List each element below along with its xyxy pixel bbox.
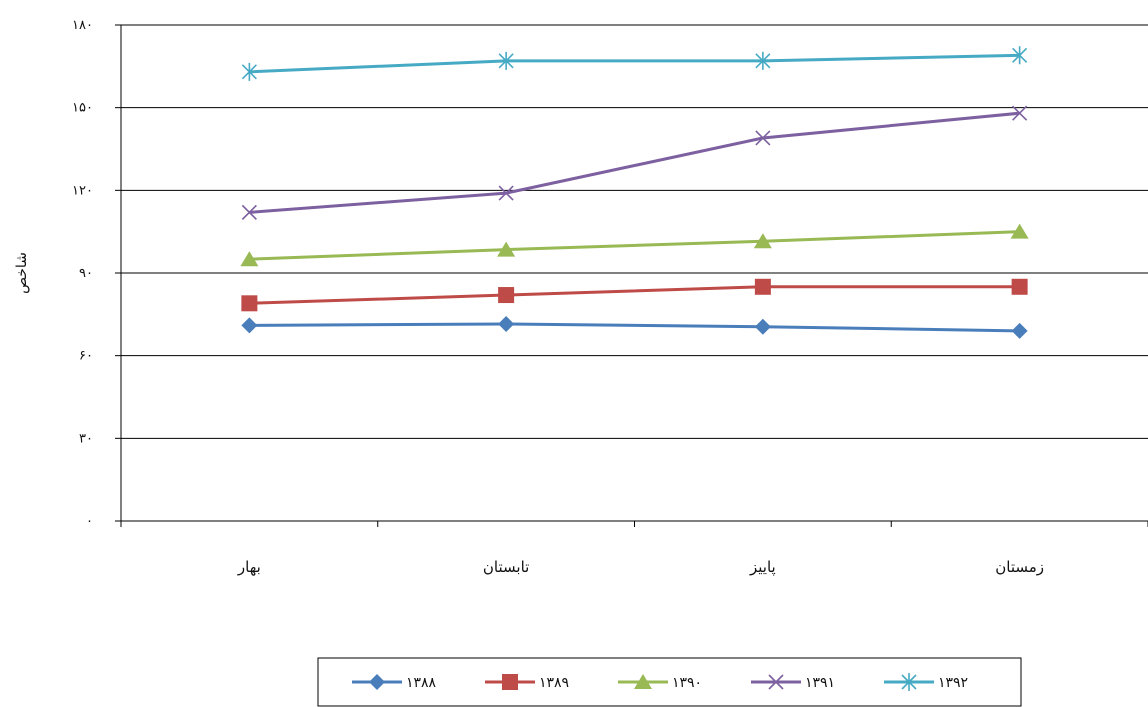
marker-shape bbox=[498, 315, 515, 332]
legend-item-2: ۱۳۹۰ bbox=[618, 674, 702, 691]
y-tick-label: ۱۵۰ bbox=[72, 101, 93, 116]
data-point bbox=[1012, 105, 1028, 121]
y-tick-label: ۹۰ bbox=[79, 266, 93, 281]
legend-marker bbox=[502, 674, 518, 690]
marker-shape bbox=[1010, 223, 1029, 239]
data-point bbox=[241, 62, 257, 81]
marker-shape bbox=[754, 318, 771, 335]
marker-shape bbox=[498, 51, 514, 70]
marker-shape bbox=[241, 295, 258, 312]
series-line bbox=[249, 285, 1020, 305]
series-0 bbox=[241, 315, 1028, 339]
marker-shape bbox=[1012, 105, 1028, 121]
marker-shape bbox=[498, 287, 515, 304]
marker-shape bbox=[497, 241, 516, 257]
x-tick-label: بهار bbox=[237, 558, 261, 576]
data-point bbox=[755, 130, 771, 146]
legend: ۱۳۸۸ ۱۳۸۹ ۱۳۹۰ ۱۳۹۱ ۱۳۹۲ bbox=[317, 657, 1022, 707]
data-point bbox=[497, 241, 516, 257]
marker-shape bbox=[498, 185, 514, 201]
series-1 bbox=[241, 278, 1028, 312]
y-tick-label: ۶۰ bbox=[79, 349, 93, 364]
legend-label: ۱۳۸۸ bbox=[406, 675, 437, 691]
legend-item-4: ۱۳۹۲ bbox=[884, 673, 968, 691]
legend-label: ۱۳۹۱ bbox=[805, 675, 835, 691]
series-4 bbox=[241, 46, 1028, 81]
data-point bbox=[754, 278, 771, 295]
x-tick-label: تابستان bbox=[483, 558, 529, 576]
x-tick-labels: بهار تابستان پاییز زمستان bbox=[237, 558, 1044, 577]
series-line bbox=[249, 53, 1020, 74]
marker-shape bbox=[768, 674, 784, 690]
marker-shape bbox=[1012, 46, 1028, 65]
legend-marker bbox=[369, 674, 385, 690]
legend-marker bbox=[768, 674, 784, 690]
marker-shape bbox=[1011, 278, 1028, 295]
data-point bbox=[498, 51, 514, 70]
series-line bbox=[249, 111, 1020, 214]
data-point bbox=[241, 204, 257, 220]
x-tick-label: پاییز bbox=[749, 558, 776, 577]
data-point bbox=[498, 287, 515, 304]
marker-shape bbox=[755, 51, 771, 70]
axes bbox=[115, 24, 1148, 527]
data-point bbox=[1011, 278, 1028, 295]
legend-marker bbox=[901, 673, 917, 691]
y-tick-label: ۰ bbox=[86, 514, 93, 529]
marker-shape bbox=[755, 130, 771, 146]
marker-shape bbox=[241, 62, 257, 81]
marker-shape bbox=[369, 674, 385, 690]
marker-shape bbox=[1011, 322, 1028, 339]
marker-shape bbox=[754, 278, 771, 295]
gridlines bbox=[121, 24, 1148, 439]
marker-shape bbox=[241, 204, 257, 220]
marker-shape bbox=[240, 251, 259, 267]
data-point bbox=[241, 295, 258, 312]
marker-shape bbox=[502, 674, 518, 690]
data-point bbox=[755, 51, 771, 70]
marker-shape bbox=[753, 233, 772, 249]
data-point bbox=[753, 233, 772, 249]
data-point bbox=[754, 318, 771, 335]
y-tick-label: ۱۲۰ bbox=[72, 183, 93, 198]
data-point bbox=[498, 315, 515, 332]
data-point bbox=[1010, 223, 1029, 239]
series-line bbox=[249, 322, 1020, 333]
y-tick-label: ۱۸۰ bbox=[72, 18, 93, 33]
legend-item-1: ۱۳۸۹ bbox=[485, 674, 569, 691]
marker-shape bbox=[241, 317, 258, 334]
x-tick-label: زمستان bbox=[995, 558, 1044, 576]
data-point bbox=[498, 185, 514, 201]
data-point bbox=[241, 317, 258, 334]
legend-item-3: ۱۳۹۱ bbox=[751, 674, 835, 691]
series-3 bbox=[241, 105, 1028, 220]
y-tick-labels: ۰ ۳۰ ۶۰ ۹۰ ۱۲۰ ۱۵۰ ۱۸۰ bbox=[72, 18, 93, 529]
legend-label: ۱۳۹۲ bbox=[938, 675, 968, 691]
legend-marker bbox=[634, 674, 652, 689]
data-point bbox=[240, 251, 259, 267]
y-axis-label: شاخص bbox=[14, 252, 30, 294]
legend-label: ۱۳۸۹ bbox=[539, 675, 569, 691]
legend-label: ۱۳۹۰ bbox=[672, 675, 702, 691]
series-line bbox=[249, 230, 1020, 261]
data-point bbox=[1011, 322, 1028, 339]
y-tick-label: ۳۰ bbox=[79, 431, 93, 446]
series-2 bbox=[240, 223, 1029, 267]
marker-shape bbox=[901, 673, 917, 691]
legend-item-0: ۱۳۸۸ bbox=[352, 674, 437, 691]
marker-shape bbox=[634, 674, 652, 689]
data-point bbox=[1012, 46, 1028, 65]
series bbox=[240, 46, 1029, 339]
